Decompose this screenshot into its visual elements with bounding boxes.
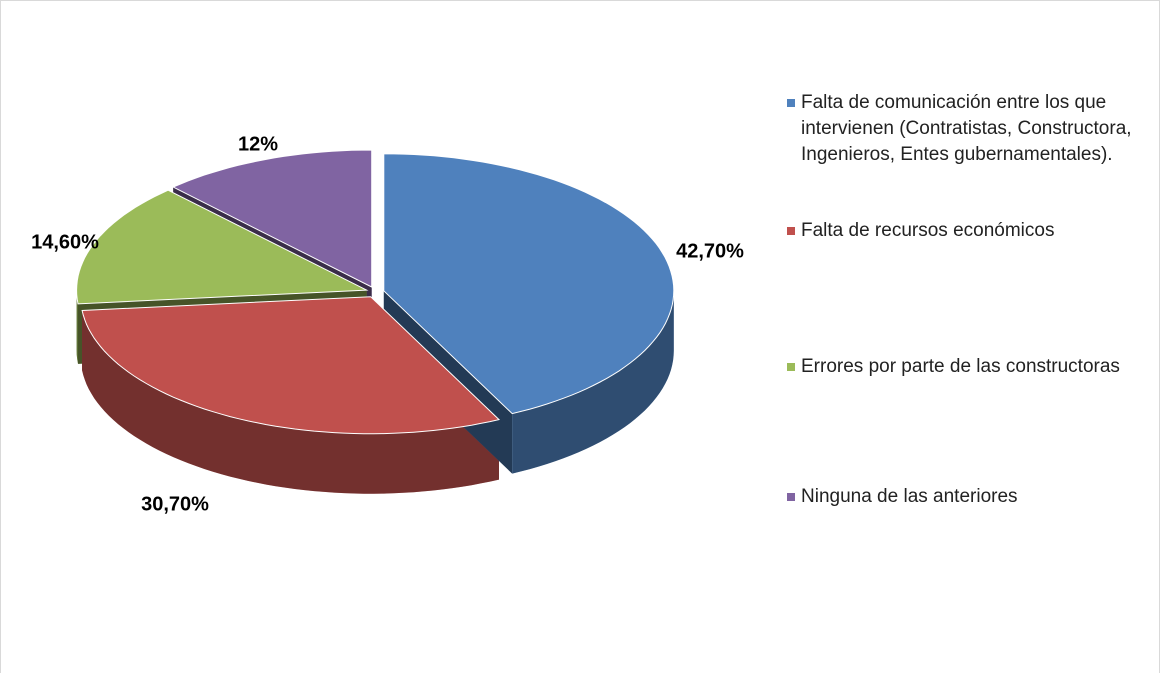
- legend-swatch: [787, 227, 795, 235]
- data-label: 30,70%: [141, 493, 209, 515]
- slice-wall: [512, 290, 674, 474]
- slice-wall: [82, 310, 499, 494]
- legend-item: Ninguna de las anteriores: [785, 484, 1155, 510]
- slice: [172, 149, 373, 288]
- legend-label: Errores por parte de las constructoras: [801, 356, 1120, 377]
- legend-label: Falta de recursos económicos: [801, 220, 1055, 241]
- slice-wall-shade: [512, 290, 674, 474]
- legend-label: Falta de comunicación entre los que inte…: [801, 92, 1132, 165]
- data-label: 14,60%: [31, 231, 99, 253]
- slice: [81, 296, 501, 435]
- slice-wall-shade: [82, 310, 499, 494]
- slice-wall-shade: [76, 290, 78, 364]
- legend-item: Falta de comunicación entre los que inte…: [785, 90, 1155, 168]
- slice: [76, 189, 369, 305]
- legend-label: Ninguna de las anteriores: [801, 486, 1018, 507]
- legend-item: Errores por parte de las constructoras: [785, 354, 1155, 380]
- legend-item: Falta de recursos económicos: [785, 218, 1155, 244]
- legend-swatch: [787, 99, 795, 107]
- slice-wall: [76, 290, 78, 364]
- data-label: 42,70%: [676, 240, 744, 262]
- legend-swatch: [787, 493, 795, 501]
- data-label: 12%: [238, 133, 278, 155]
- legend-swatch: [787, 363, 795, 371]
- slice: [383, 153, 675, 415]
